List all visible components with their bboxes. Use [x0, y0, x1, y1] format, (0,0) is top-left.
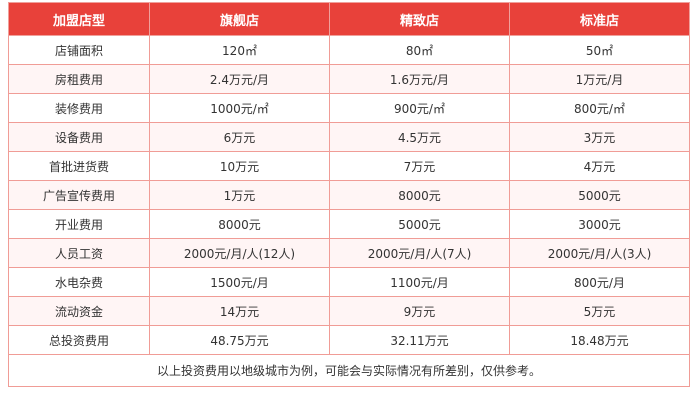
- table-header-row: 加盟店型 旗舰店 精致店 标准店: [8, 2, 690, 36]
- cell-boutique: 32.11万元: [329, 325, 510, 355]
- header-standard-store: 标准店: [509, 2, 690, 36]
- investment-cost-table: 加盟店型 旗舰店 精致店 标准店 店铺面积 120㎡ 80㎡ 50㎡ 房租费用 …: [8, 2, 690, 387]
- row-label: 流动资金: [8, 296, 150, 326]
- cell-standard: 5万元: [509, 296, 690, 326]
- row-label: 首批进货费: [8, 151, 150, 181]
- table-row: 人员工资 2000元/月/人(12人) 2000元/月/人(7人) 2000元/…: [8, 238, 690, 268]
- cell-boutique: 9万元: [329, 296, 510, 326]
- cell-boutique: 80㎡: [329, 35, 510, 65]
- table-row: 店铺面积 120㎡ 80㎡ 50㎡: [8, 35, 690, 65]
- table-row: 开业费用 8000元 5000元 3000元: [8, 209, 690, 239]
- table-row: 设备费用 6万元 4.5万元 3万元: [8, 122, 690, 152]
- table-row: 房租费用 2.4万元/月 1.6万元/月 1万元/月: [8, 64, 690, 94]
- investment-table-container: 加盟店型 旗舰店 精致店 标准店 店铺面积 120㎡ 80㎡ 50㎡ 房租费用 …: [8, 2, 690, 387]
- cell-flagship: 120㎡: [149, 35, 330, 65]
- table-row: 广告宣传费用 1万元 8000元 5000元: [8, 180, 690, 210]
- table-row: 流动资金 14万元 9万元 5万元: [8, 296, 690, 326]
- cell-flagship: 1万元: [149, 180, 330, 210]
- cell-boutique: 4.5万元: [329, 122, 510, 152]
- row-label: 广告宣传费用: [8, 180, 150, 210]
- cell-standard: 50㎡: [509, 35, 690, 65]
- cell-standard: 800元/㎡: [509, 93, 690, 123]
- cell-flagship: 14万元: [149, 296, 330, 326]
- table-row: 水电杂费 1500元/月 1100元/月 800元/月: [8, 267, 690, 297]
- cell-flagship: 48.75万元: [149, 325, 330, 355]
- row-label: 店铺面积: [8, 35, 150, 65]
- cell-flagship: 6万元: [149, 122, 330, 152]
- cell-boutique: 8000元: [329, 180, 510, 210]
- cell-flagship: 8000元: [149, 209, 330, 239]
- header-flagship-store: 旗舰店: [149, 2, 330, 36]
- cell-standard: 5000元: [509, 180, 690, 210]
- cell-standard: 2000元/月/人(3人): [509, 238, 690, 268]
- header-boutique-store: 精致店: [329, 2, 510, 36]
- cell-flagship: 2000元/月/人(12人): [149, 238, 330, 268]
- cell-flagship: 1000元/㎡: [149, 93, 330, 123]
- table-row: 首批进货费 10万元 7万元 4万元: [8, 151, 690, 181]
- row-label: 开业费用: [8, 209, 150, 239]
- row-label: 人员工资: [8, 238, 150, 268]
- cell-flagship: 1500元/月: [149, 267, 330, 297]
- cell-boutique: 1100元/月: [329, 267, 510, 297]
- cell-standard: 3万元: [509, 122, 690, 152]
- cell-flagship: 10万元: [149, 151, 330, 181]
- cell-flagship: 2.4万元/月: [149, 64, 330, 94]
- header-store-type: 加盟店型: [8, 2, 150, 36]
- cell-boutique: 2000元/月/人(7人): [329, 238, 510, 268]
- cell-standard: 18.48万元: [509, 325, 690, 355]
- row-label: 水电杂费: [8, 267, 150, 297]
- cell-standard: 4万元: [509, 151, 690, 181]
- row-label: 装修费用: [8, 93, 150, 123]
- cell-boutique: 5000元: [329, 209, 510, 239]
- cell-standard: 3000元: [509, 209, 690, 239]
- row-label: 房租费用: [8, 64, 150, 94]
- row-label: 总投资费用: [8, 325, 150, 355]
- table-row: 总投资费用 48.75万元 32.11万元 18.48万元: [8, 325, 690, 355]
- table-row: 装修费用 1000元/㎡ 900元/㎡ 800元/㎡: [8, 93, 690, 123]
- table-note-row: 以上投资费用以地级城市为例，可能会与实际情况有所差别，仅供参考。: [8, 354, 690, 387]
- cell-boutique: 1.6万元/月: [329, 64, 510, 94]
- cell-standard: 1万元/月: [509, 64, 690, 94]
- row-label: 设备费用: [8, 122, 150, 152]
- table-footnote: 以上投资费用以地级城市为例，可能会与实际情况有所差别，仅供参考。: [8, 354, 690, 387]
- cell-boutique: 900元/㎡: [329, 93, 510, 123]
- cell-standard: 800元/月: [509, 267, 690, 297]
- cell-boutique: 7万元: [329, 151, 510, 181]
